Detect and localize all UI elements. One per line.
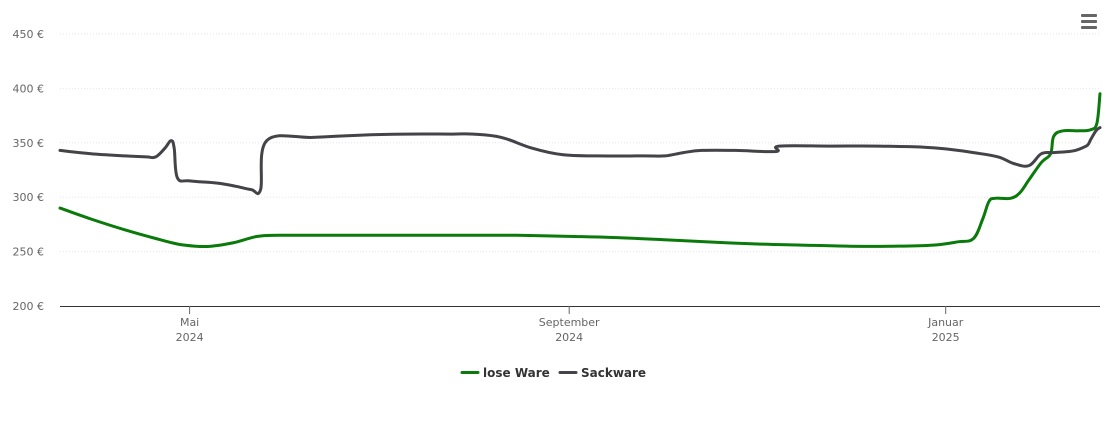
y-tick-label: 250 € — [13, 246, 45, 259]
y-tick-label: 400 € — [13, 82, 45, 95]
series-line-sackware[interactable] — [58, 126, 1102, 196]
hamburger-menu-icon — [1081, 14, 1097, 17]
x-tick-label-year: 2025 — [932, 331, 960, 344]
y-tick-label: 450 € — [13, 28, 45, 41]
x-tick-label-year: 2024 — [555, 331, 583, 344]
legend-label: Sackware — [581, 366, 646, 380]
legend-item-sackware[interactable]: Sackware — [558, 366, 646, 380]
x-tick-label-month: Januar — [927, 316, 964, 329]
y-tick-label: 300 € — [13, 191, 45, 204]
legend[interactable]: lose Ware Sackware — [460, 366, 646, 380]
series-lines — [58, 92, 1102, 249]
hamburger-menu-icon-bar — [1081, 20, 1097, 23]
y-axis: 200 € 250 € 300 € 350 € 400 € 450 € — [13, 28, 45, 313]
legend-label: lose Ware — [483, 366, 550, 380]
legend-item-lose-ware[interactable]: lose Ware — [460, 366, 550, 380]
y-tick-label: 200 € — [13, 300, 45, 313]
x-axis: Mai 2024 September 2024 Januar 2025 — [60, 306, 1100, 344]
x-tick-label-month: September — [539, 316, 600, 329]
x-tick-label-month: Mai — [180, 316, 199, 329]
x-tick-label-year: 2024 — [176, 331, 204, 344]
series-line-lose-ware[interactable] — [58, 92, 1102, 249]
hamburger-menu-icon-bar — [1081, 26, 1097, 29]
grid-lines — [60, 33, 1100, 253]
chart-menu-button[interactable] — [1076, 10, 1102, 34]
y-tick-label: 350 € — [13, 137, 45, 150]
